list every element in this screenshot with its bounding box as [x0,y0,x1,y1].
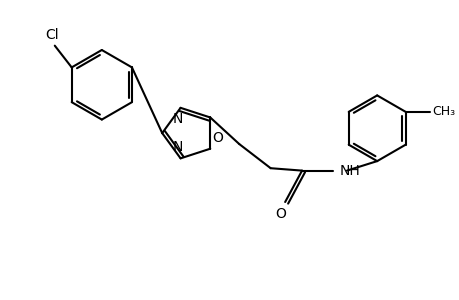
Text: O: O [212,131,223,145]
Text: CH₃: CH₃ [431,105,454,118]
Text: Cl: Cl [45,28,59,42]
Text: N: N [173,140,183,154]
Text: N: N [173,112,183,126]
Text: NH: NH [339,164,360,178]
Text: O: O [274,207,285,221]
